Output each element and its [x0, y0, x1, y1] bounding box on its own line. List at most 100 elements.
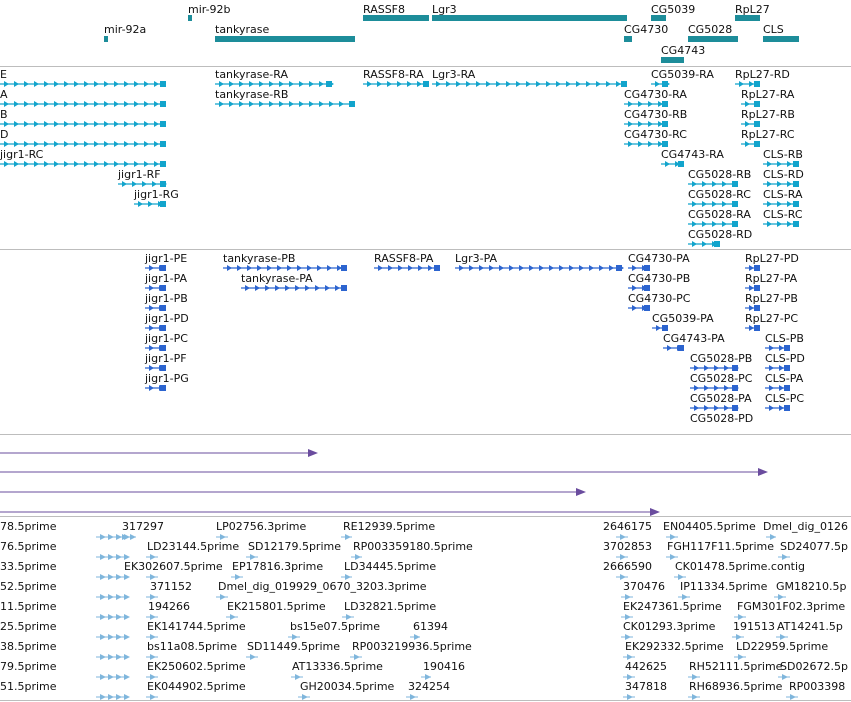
ests-feature-label[interactable]: 11.5prime	[0, 600, 57, 613]
proteins-feature-glyph[interactable]	[145, 305, 166, 311]
transcripts-feature-label[interactable]: RpL27-RC	[741, 128, 795, 141]
transcripts-feature-label[interactable]: CG5039-RA	[651, 68, 714, 81]
ests-feature-label[interactable]: RP003219936.5prime	[352, 640, 472, 653]
transcripts-feature-glyph[interactable]	[134, 201, 166, 207]
proteins-feature-glyph[interactable]	[663, 345, 684, 351]
transcripts-feature-glyph[interactable]	[763, 221, 799, 227]
ests-feature-glyph[interactable]	[246, 654, 258, 660]
transcripts-feature-glyph[interactable]	[688, 201, 738, 207]
transcripts-feature-glyph[interactable]	[624, 121, 668, 127]
transcripts-feature-label[interactable]: CG4730-RC	[624, 128, 687, 141]
proteins-feature-label[interactable]: CLS-PD	[765, 352, 805, 365]
genes-feature-label[interactable]: CG4730	[624, 23, 669, 36]
ests-feature-label[interactable]: CK01293.3prime	[623, 620, 716, 633]
ests-feature-label[interactable]: IP11334.5prime	[680, 580, 768, 593]
proteins-feature-glyph[interactable]	[765, 345, 790, 351]
genes-feature-glyph[interactable]	[188, 15, 192, 21]
proteins-feature-glyph[interactable]	[745, 265, 760, 271]
ests-feature-label[interactable]: SD11449.5prime	[247, 640, 340, 653]
ests-feature-glyph[interactable]	[298, 694, 310, 700]
proteins-feature-glyph[interactable]	[745, 325, 760, 331]
proteins-feature-glyph[interactable]	[145, 285, 166, 291]
ests-feature-label[interactable]: 324254	[408, 680, 450, 693]
ests-feature-glyph[interactable]	[146, 674, 158, 680]
ests-feature-label[interactable]: 370476	[623, 580, 665, 593]
transcripts-feature-glyph[interactable]	[432, 81, 627, 87]
ests-feature-glyph[interactable]	[732, 634, 744, 640]
ests-feature-glyph[interactable]	[146, 574, 158, 580]
transcripts-feature-label[interactable]: tankyrase-RA	[215, 68, 288, 81]
transcripts-feature-glyph[interactable]	[0, 161, 166, 167]
proteins-feature-glyph[interactable]	[223, 265, 347, 271]
proteins-feature-label[interactable]: CG5039-PA	[652, 312, 714, 325]
proteins-feature-glyph[interactable]	[455, 265, 624, 271]
ests-feature-glyph[interactable]	[146, 694, 158, 700]
proteins-feature-label[interactable]: RpL27-PC	[745, 312, 799, 325]
ests-feature-label[interactable]: EK247361.5prime	[623, 600, 722, 613]
proteins-feature-label[interactable]: RpL27-PB	[745, 292, 798, 305]
transcripts-feature-glyph[interactable]	[624, 101, 668, 107]
transcripts-feature-label[interactable]: D	[0, 128, 9, 141]
ests-feature-label[interactable]: RH52111.5prime	[689, 660, 783, 673]
ests-feature-label[interactable]: LP02756.3prime	[216, 520, 307, 533]
transcripts-feature-glyph[interactable]	[741, 121, 760, 127]
ests-feature-glyph[interactable]	[231, 574, 243, 580]
transcripts-feature-label[interactable]: CG4730-RB	[624, 108, 688, 121]
ests-feature-glyph[interactable]	[96, 554, 130, 560]
proteins-feature-label[interactable]: jigr1-PE	[145, 252, 188, 265]
ests-feature-glyph[interactable]	[118, 534, 136, 540]
genes-feature-label[interactable]: CLS	[763, 23, 784, 36]
ests-feature-label[interactable]: 76.5prime	[0, 540, 57, 553]
ests-feature-label[interactable]: 25.5prime	[0, 620, 57, 633]
proteins-feature-label[interactable]: CG4730-PC	[628, 292, 691, 305]
ests-feature-label[interactable]: LD23144.5prime	[147, 540, 240, 553]
ests-feature-glyph[interactable]	[786, 694, 798, 700]
proteins-feature-label[interactable]: CG4730-PB	[628, 272, 691, 285]
ests-feature-glyph[interactable]	[666, 554, 678, 560]
genes-feature-label[interactable]: CG5039	[651, 3, 696, 16]
ests-feature-label[interactable]: GH20034.5prime	[300, 680, 395, 693]
genes-feature-glyph[interactable]	[763, 36, 799, 42]
ests-feature-label[interactable]: 51.5prime	[0, 680, 57, 693]
transcripts-feature-label[interactable]: Lgr3-RA	[432, 68, 476, 81]
genes-feature-label[interactable]: RpL27	[735, 3, 770, 16]
proteins-feature-glyph[interactable]	[628, 265, 650, 271]
ests-feature-label[interactable]: 442625	[625, 660, 667, 673]
ests-feature-glyph[interactable]	[623, 654, 635, 660]
ests-feature-glyph[interactable]	[246, 554, 258, 560]
ests-feature-glyph[interactable]	[350, 654, 362, 660]
ests-feature-glyph[interactable]	[410, 634, 420, 640]
ests-feature-label[interactable]: RP003398	[789, 680, 846, 693]
ests-feature-glyph[interactable]	[678, 594, 690, 600]
genes-feature-label[interactable]: CG5028	[688, 23, 733, 36]
proteins-feature-label[interactable]: tankyrase-PB	[223, 252, 296, 265]
proteins-feature-label[interactable]: jigr1-PF	[145, 352, 187, 365]
ests-feature-glyph[interactable]	[616, 534, 628, 540]
proteins-feature-label[interactable]: Lgr3-PA	[455, 252, 498, 265]
genes-feature-glyph[interactable]	[363, 15, 429, 21]
ests-feature-glyph[interactable]	[406, 694, 418, 700]
proteins-feature-label[interactable]: RpL27-PD	[745, 252, 799, 265]
proteins-feature-label[interactable]: CG4730-PA	[628, 252, 690, 265]
genes-feature-glyph[interactable]	[104, 36, 108, 42]
transcripts-feature-glyph[interactable]	[651, 81, 670, 87]
ests-feature-label[interactable]: 38.5prime	[0, 640, 57, 653]
proteins-feature-glyph[interactable]	[145, 385, 166, 391]
proteins-feature-label[interactable]: tankyrase-PA	[241, 272, 313, 285]
transcripts-feature-glyph[interactable]	[763, 161, 799, 167]
ests-feature-label[interactable]: 191513	[733, 620, 775, 633]
ests-feature-label[interactable]: EP17816.3prime	[232, 560, 324, 573]
transcripts-feature-glyph[interactable]	[763, 201, 799, 207]
ests-feature-glyph[interactable]	[623, 694, 635, 700]
proteins-feature-label[interactable]: RASSF8-PA	[374, 252, 434, 265]
ests-feature-glyph[interactable]	[291, 674, 303, 680]
proteins-feature-label[interactable]: CG5028-PB	[690, 352, 753, 365]
alignments-feature-glyph[interactable]	[0, 449, 318, 457]
genes-feature-glyph[interactable]	[661, 57, 684, 63]
transcripts-feature-label[interactable]: CG5028-RA	[688, 208, 751, 221]
ests-feature-label[interactable]: 3702853	[603, 540, 652, 553]
ests-feature-label[interactable]: EK292332.5prime	[625, 640, 724, 653]
transcripts-feature-glyph[interactable]	[363, 81, 429, 87]
genes-feature-glyph[interactable]	[735, 15, 760, 21]
transcripts-feature-label[interactable]: tankyrase-RB	[215, 88, 289, 101]
